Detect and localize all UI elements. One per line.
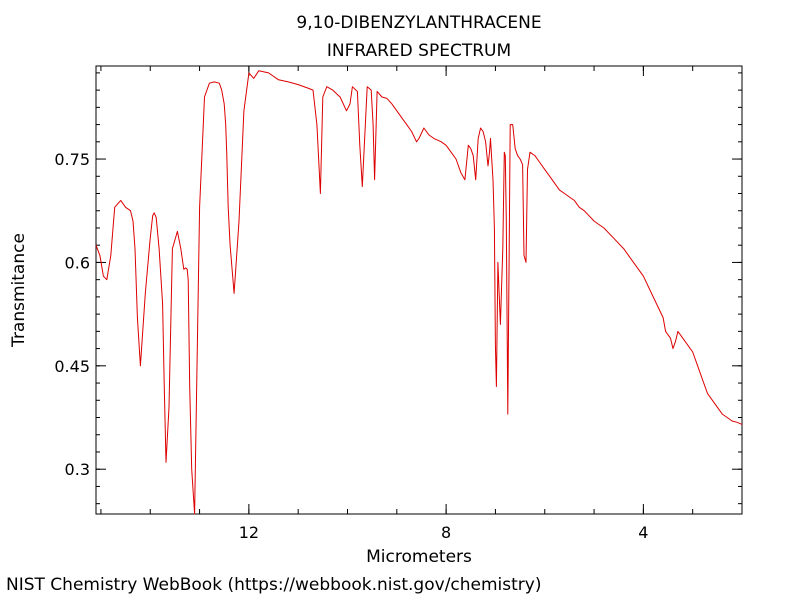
x-tick-label: 12: [239, 523, 259, 542]
x-tick-label: 8: [441, 523, 451, 542]
y-tick-label: 0.3: [65, 460, 90, 479]
source-credit: NIST Chemistry WebBook (https://webbook.…: [6, 575, 542, 595]
x-tick-label: 4: [638, 523, 648, 542]
y-tick-label: 0.6: [65, 253, 90, 272]
chart-title: 9,10-DIBENZYLANTHRACENE: [296, 13, 541, 33]
y-tick-label: 0.45: [54, 357, 90, 376]
plot-frame: [95, 65, 743, 515]
chart-subtitle: INFRARED SPECTRUM: [327, 41, 511, 61]
minor-ticks: [96, 66, 743, 514]
x-tick-labels: 12 8 4: [239, 523, 649, 542]
major-ticks: [96, 66, 742, 514]
x-axis-label: Micrometers: [366, 547, 472, 567]
y-axis-label: Transmitance: [9, 233, 29, 348]
y-tick-labels: 0.3 0.45 0.6 0.75: [54, 150, 90, 479]
y-tick-label: 0.75: [54, 150, 90, 169]
spectrum-line: [95, 70, 743, 515]
